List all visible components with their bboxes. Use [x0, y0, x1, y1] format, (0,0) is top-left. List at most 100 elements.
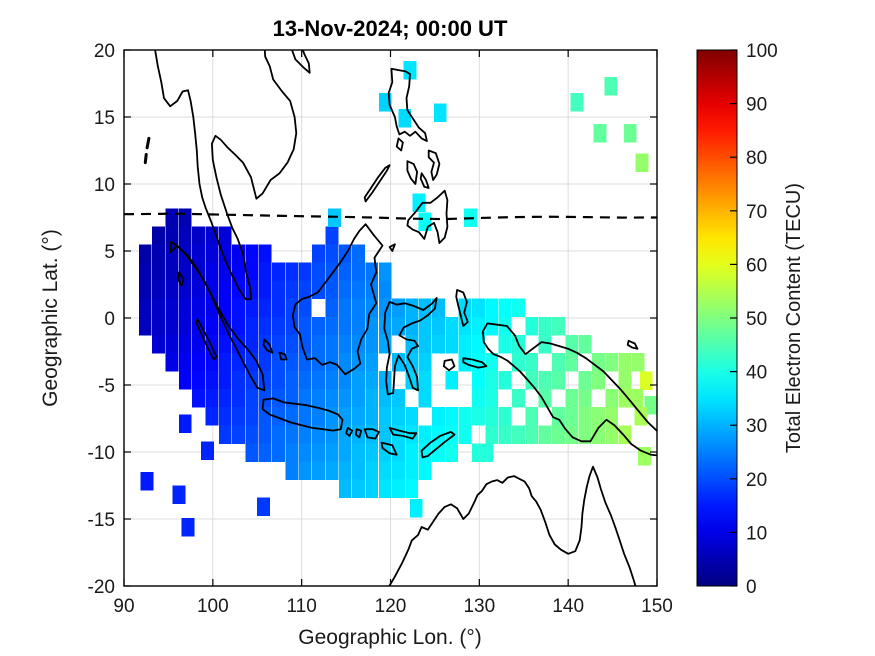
tec-cell [472, 298, 485, 318]
tec-cell [192, 226, 205, 245]
x-tick-label: 90 [113, 596, 134, 617]
colorbar-tick-label: 30 [746, 416, 767, 437]
tec-cell [592, 353, 605, 372]
y-tick-label: -10 [88, 443, 115, 464]
tec-cell [178, 353, 192, 372]
tec-cell [338, 389, 352, 408]
tec-cell [338, 316, 352, 336]
tec-cell [218, 389, 232, 408]
tec-cell [418, 389, 432, 408]
coastline-bali [345, 427, 354, 437]
tec-cell [565, 407, 579, 426]
tec-cell [565, 425, 579, 444]
tec-cell [257, 497, 270, 517]
tec-cell [365, 407, 379, 426]
tec-cell [258, 280, 272, 300]
tec-cell [458, 316, 472, 336]
tec-cell [605, 389, 619, 408]
tec-cell [138, 298, 152, 318]
tec-cell [245, 443, 259, 462]
tec-cell [218, 407, 232, 426]
tec-cell [418, 353, 432, 372]
tec-cell [604, 76, 618, 96]
tec-cell [152, 280, 165, 300]
tec-cell [338, 461, 352, 480]
tec-cell [525, 353, 539, 372]
colorbar-ticks [730, 49, 737, 587]
tec-cell [365, 371, 379, 390]
colorbar-tick-label: 10 [746, 523, 767, 544]
tec-cell [418, 334, 432, 354]
colorbar-tick-label: 70 [746, 202, 767, 223]
x-tick-label: 120 [375, 596, 407, 617]
coastline-nias [177, 271, 185, 287]
x-tick-label: 100 [197, 596, 229, 617]
tec-cell [365, 479, 379, 499]
tec-cell [165, 208, 179, 227]
tec-cell [298, 280, 312, 300]
coastlines-layer [143, 50, 657, 586]
tec-cell [552, 371, 565, 390]
tec-cell [538, 389, 552, 408]
tec-cell [232, 371, 245, 390]
tec-cell [405, 479, 419, 499]
tec-cell [325, 407, 339, 426]
tec-cell [205, 280, 219, 300]
tec-cell [445, 407, 459, 426]
tec-cell [578, 371, 592, 390]
tec-cell [178, 298, 192, 318]
tec-cell [592, 407, 605, 426]
tec-cell [258, 425, 272, 444]
tec-cell [201, 441, 214, 460]
colorbar-tick-label: 50 [746, 309, 767, 330]
y-tick-label: 15 [94, 108, 115, 129]
tec-cell [218, 226, 232, 245]
tec-cell [285, 298, 299, 318]
tec-cell [392, 298, 405, 318]
tec-cell [525, 371, 539, 390]
tec-cell [409, 499, 423, 518]
tec-cell [592, 371, 605, 390]
tec-cell [458, 407, 472, 426]
coastline-palawan [363, 164, 391, 203]
tec-cell [485, 371, 499, 390]
tec-cell [245, 244, 259, 263]
tec-cell [285, 262, 299, 281]
axis-ticks [123, 49, 658, 587]
tec-cell [392, 407, 405, 426]
tec-cell [618, 353, 632, 372]
tec-cell [272, 443, 285, 462]
tec-cells-layer [138, 60, 657, 537]
tec-cell [512, 425, 525, 444]
tec-cell [352, 479, 365, 499]
tec-cell [338, 298, 352, 318]
tec-cell [298, 353, 312, 372]
tec-cell [245, 316, 259, 336]
tec-cell [405, 298, 419, 318]
coastline-sumatra [169, 240, 266, 392]
tec-cell [181, 517, 195, 537]
tec-cell [338, 353, 352, 372]
tec-cell [272, 334, 285, 354]
coastline-andaman-2 [143, 153, 148, 165]
tec-cell [258, 298, 272, 318]
tec-cell [352, 443, 365, 462]
tec-cell [338, 334, 352, 354]
tec-cell [378, 407, 392, 426]
colorbar-label: Total Electron Content (TECU) [783, 183, 805, 453]
tec-cell [525, 425, 539, 444]
tec-cell [472, 334, 485, 354]
tec-cell [405, 461, 419, 480]
tec-cell [218, 280, 232, 300]
tec-cell [218, 371, 232, 390]
coastline-andaman-1 [145, 136, 151, 150]
coastline-flores [388, 427, 418, 440]
tec-cell [152, 244, 165, 263]
tec-cell [165, 244, 179, 263]
tec-cell [565, 353, 579, 372]
tec-cell [312, 389, 325, 408]
tec-cell [152, 334, 165, 354]
tec-cell [285, 425, 299, 444]
tec-cell [352, 280, 365, 300]
tec-cell [352, 371, 365, 390]
